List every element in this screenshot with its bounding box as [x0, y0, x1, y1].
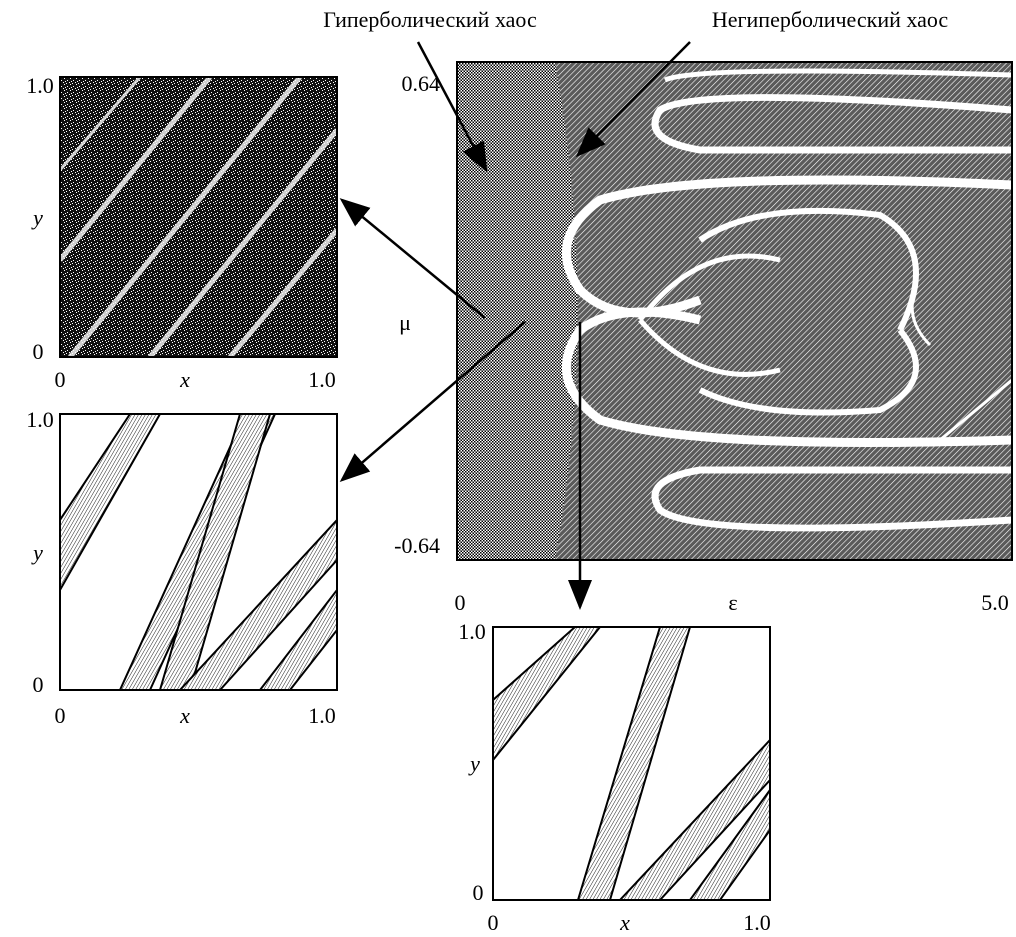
inset-2-attractor [60, 414, 337, 690]
band [698, 328, 919, 416]
x-axis-label: x [179, 367, 190, 392]
stripe [60, 414, 162, 593]
streak [68, 77, 302, 357]
x-tick-label: 5.0 [981, 590, 1009, 615]
band [939, 378, 1012, 442]
x-axis-label: x [179, 703, 190, 728]
y-tick-label: 0 [33, 339, 44, 364]
inset-frame [492, 626, 771, 901]
x-tick-label: 1.0 [308, 703, 336, 728]
stripe [493, 627, 602, 762]
streak [228, 228, 337, 357]
x-tick-label: 0 [488, 910, 499, 935]
streak [148, 128, 337, 357]
band [664, 68, 1012, 83]
band [651, 94, 1012, 154]
annotation: Гиперболический хаос [323, 7, 537, 32]
y-tick-label: 1.0 [26, 407, 54, 432]
stripe [178, 518, 337, 690]
x-tick-label: 1.0 [308, 367, 336, 392]
white-streaks [60, 77, 337, 357]
inset-frame [59, 76, 338, 358]
stripe [258, 588, 337, 690]
stripe [688, 788, 770, 900]
inset-3-attractor [493, 627, 770, 900]
arrows [339, 41, 691, 610]
y-axis-label: y [31, 540, 43, 565]
x-axis-label: x [619, 910, 630, 935]
inset-frame [59, 413, 338, 691]
band [638, 318, 781, 377]
y-axis-label: y [31, 205, 43, 230]
stripe [618, 738, 770, 900]
arrow [339, 198, 486, 319]
band [910, 289, 932, 347]
parameter-map [457, 62, 1012, 560]
arrow [416, 41, 488, 173]
annotation: Негиперболический хаос [712, 7, 949, 32]
stripe [158, 414, 272, 690]
band [561, 307, 1012, 447]
x-tick-label: 0 [55, 367, 66, 392]
x-tick-label: 0 [455, 590, 466, 615]
inset-1-attractor [60, 77, 337, 357]
y-tick-label: 1.0 [458, 619, 486, 644]
y-axis-label: y [468, 751, 480, 776]
white-bands [561, 68, 1012, 532]
y-axis-label: μ [399, 310, 411, 335]
band [651, 466, 1012, 532]
y-tick-label: 0 [33, 672, 44, 697]
arrow [575, 41, 691, 158]
y-tick-label: 0 [473, 880, 484, 905]
band [698, 207, 919, 332]
x-tick-label: 0 [55, 703, 66, 728]
stripe [576, 627, 692, 900]
streak [60, 77, 212, 262]
y-tick-label: -0.64 [394, 533, 440, 558]
y-tick-label: 0.64 [402, 71, 441, 96]
main-frame [456, 61, 1013, 561]
streak [60, 77, 142, 171]
band [638, 253, 781, 322]
x-axis-label: ε [728, 590, 737, 615]
x-tick-label: 1.0 [743, 910, 771, 935]
arrow [339, 321, 526, 482]
y-tick-label: 1.0 [26, 73, 54, 98]
